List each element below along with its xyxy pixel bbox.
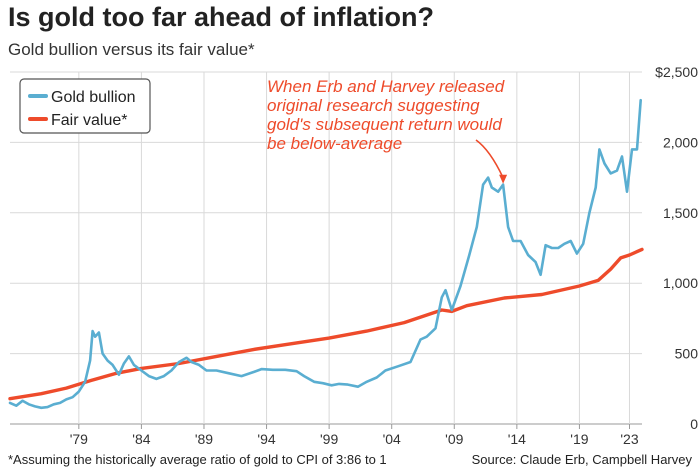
annotation-text-line: gold's subsequent return would <box>267 115 502 134</box>
x-tick-label: '04 <box>383 431 401 447</box>
gold-bullion-line <box>8 98 643 410</box>
y-tick-label: 500 <box>675 346 699 362</box>
gridlines <box>10 71 642 425</box>
y-axis: 0 500 1,000 1,500 2,000 $2,500 <box>655 64 698 432</box>
y-tick-label: 1,000 <box>663 275 698 291</box>
chart-title: Is gold too far ahead of inflation? <box>8 2 434 32</box>
annotation-text-line: When Erb and Harvey released <box>267 77 505 96</box>
series-lines <box>8 98 644 410</box>
x-tick-label: '79 <box>70 431 88 447</box>
source-credit: Source: Claude Erb, Campbell Harvey <box>471 452 692 467</box>
x-tick-label: '84 <box>132 431 150 447</box>
y-tick-label: 2,000 <box>663 134 698 150</box>
chart-subtitle: Gold bullion versus its fair value* <box>8 40 255 59</box>
x-tick-label: '89 <box>195 431 213 447</box>
annotation-text-line: original research suggesting <box>267 96 480 115</box>
legend-box <box>19 78 151 134</box>
annotation-arrowhead <box>499 174 508 184</box>
x-tick-label: '94 <box>257 431 275 447</box>
footnote: *Assuming the historically average ratio… <box>8 452 387 467</box>
annotation-arrow <box>475 139 504 179</box>
y-tick-label: 0 <box>690 416 698 432</box>
y-tick-label: 1,500 <box>663 205 698 221</box>
x-tick-label: '14 <box>508 431 526 447</box>
x-axis: '79 '84 '89 '94 '99 '04 '09 '14 '19 '23 <box>70 424 639 447</box>
x-tick-label: '19 <box>570 431 588 447</box>
legend: Gold bullion Fair value* <box>19 78 151 134</box>
legend-label: Fair value* <box>51 112 127 129</box>
legend-label: Gold bullion <box>51 89 136 106</box>
annotation-text-line: be below-average <box>267 134 402 153</box>
y-tick-label: $2,500 <box>655 64 698 80</box>
x-tick-label: '09 <box>445 431 463 447</box>
fair-value-line <box>8 247 644 401</box>
x-tick-label: '99 <box>320 431 338 447</box>
x-tick-label: '23 <box>620 431 638 447</box>
